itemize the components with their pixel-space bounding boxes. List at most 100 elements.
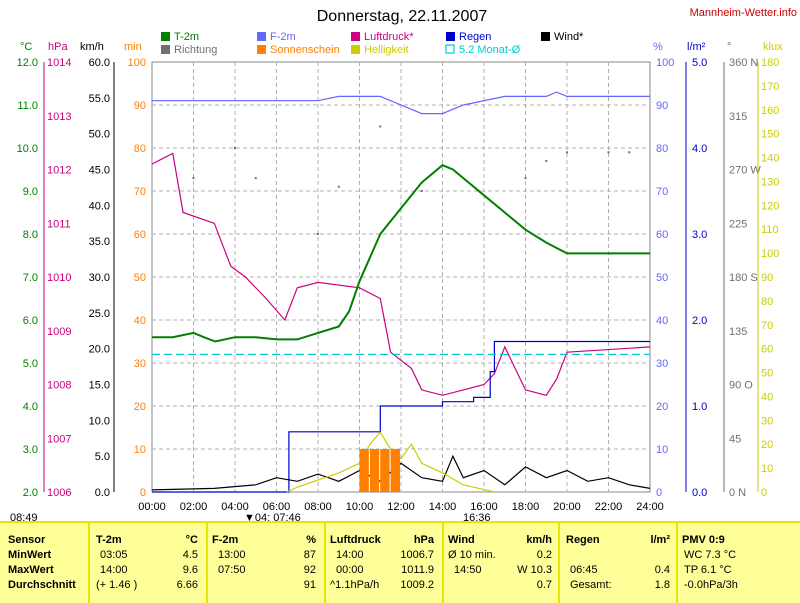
summary-table: Sensor MinWert MaxWert Durchschnitt T-2m…: [0, 521, 800, 603]
legend-label-wind: Wind*: [554, 31, 584, 43]
y-tick-temp: 2.0: [23, 487, 38, 499]
y-tick-rain: 4.0: [692, 143, 707, 155]
legend-label-pressure: Luftdruck*: [364, 31, 414, 43]
summary-cell: (+ 1.46 ): [96, 579, 138, 591]
legend-swatch: [257, 32, 266, 41]
y-tick-wind: 35.0: [89, 236, 110, 248]
y-tick-direction: 45: [729, 433, 741, 445]
summary-label-avg: Durchschnitt: [8, 579, 76, 591]
legend-swatch: [541, 32, 550, 41]
x-tick-time: 22:00: [595, 501, 623, 513]
summary-cell: Gesamt:: [570, 579, 612, 591]
x-tick-time: 06:00: [263, 501, 291, 513]
y-tick-direction: 360 N: [729, 57, 758, 69]
unit-pressure: hPa: [48, 41, 68, 53]
y-tick-humidity: 90: [656, 100, 668, 112]
y-tick-bright: 160: [761, 105, 779, 117]
legend-label-humidity: F-2m: [270, 31, 296, 43]
y-tick-bright: 40: [761, 391, 773, 403]
y-tick-humidity: 60: [656, 229, 668, 241]
y-tick-wind: 20.0: [89, 344, 110, 356]
richtung-point: [379, 125, 382, 128]
y-tick-bright: 60: [761, 344, 773, 356]
unit-direction: °: [727, 41, 731, 53]
richtung-point: [566, 151, 568, 154]
y-tick-wind: 5.0: [95, 451, 110, 463]
summary-col-humidity: F-2m% 13:00 87 07:50 92 91: [206, 523, 326, 603]
y-tick-humidity: 80: [656, 143, 668, 155]
legend-swatch: [161, 45, 170, 54]
weather-chart: Donnerstag, 22.11.2007 Mannheim-Wetter.i…: [10, 7, 797, 521]
sunrise-marker: 08:49: [10, 512, 38, 521]
y-tick-pressure: 1006: [47, 487, 71, 499]
y-tick-wind: 60.0: [89, 57, 110, 69]
unit-wind: km/h: [80, 41, 104, 53]
legend-label-richtung: Richtung: [174, 44, 217, 56]
y-tick-wind: 55.0: [89, 93, 110, 105]
y-tick-minute: 50: [134, 272, 146, 284]
richtung-point: [628, 151, 631, 154]
y-tick-minute: 30: [134, 358, 146, 370]
series: [151, 91, 651, 493]
y-tick-temp: 11.0: [17, 100, 38, 112]
y-tick-minute: 60: [134, 229, 146, 241]
bar-sonnenschein: [359, 449, 369, 492]
summary-cell: 1009.2: [400, 579, 434, 591]
legend-swatch: [351, 32, 360, 41]
summary-header-rain-unit: l/m²: [650, 534, 670, 546]
y-tick-bright: 50: [761, 368, 773, 380]
x-tick-time: 12:00: [387, 501, 415, 513]
summary-cell: 4.5: [182, 549, 198, 561]
summary-col-pressure: Luftdruck hPa 14:00 1006.7 00:00 1011.9 ^1.…: [324, 523, 444, 603]
summary-header-hum-unit: %: [306, 534, 316, 546]
dawn-marker: ▼04: 07:46: [244, 512, 301, 521]
summary-col-temp: T-2m °C 03:05 4.5 14:00 9.6 (+ 1.46 ) 6.66: [88, 523, 208, 603]
y-tick-bright: 110: [761, 224, 779, 236]
x-tick-time: 08:00: [304, 501, 332, 513]
summary-cell: 14:00: [100, 564, 128, 576]
unit-bright: klux: [763, 41, 783, 53]
y-tick-wind: 45.0: [89, 165, 110, 177]
summary-cell: ^1.1hPa/h: [330, 579, 380, 591]
summary-header-sensor: Sensor: [8, 534, 46, 546]
y-tick-bright: 20: [761, 439, 773, 451]
summary-cell: 00:00: [336, 564, 364, 576]
y-tick-bright: 70: [761, 320, 773, 332]
x-tick-time: 18:00: [512, 501, 540, 513]
static-layer: Donnerstag, 22.11.2007 Mannheim-Wetter.i…: [10, 7, 797, 521]
x-tick-time: 16:00: [470, 501, 498, 513]
y-tick-wind: 30.0: [89, 272, 110, 284]
y-tick-bright: 0: [761, 487, 767, 499]
y-tick-pressure: 1010: [47, 272, 71, 284]
y-tick-pressure: 1008: [47, 380, 71, 392]
richtung-point: [420, 190, 423, 192]
y-tick-minute: 90: [134, 100, 146, 112]
summary-cell: 9.6: [182, 564, 198, 576]
legend-swatch: [446, 32, 455, 41]
richtung-point: [607, 151, 610, 154]
series-line-f-2m: [152, 91, 650, 115]
summary-cell: 03:05: [100, 549, 128, 561]
y-tick-humidity: 50: [656, 272, 668, 284]
y-tick-wind: 10.0: [89, 415, 110, 427]
unit-humidity: %: [653, 41, 663, 53]
summary-cell: 6.66: [176, 579, 198, 591]
y-tick-bright: 100: [761, 248, 779, 260]
summary-header-pmv: PMV 0:9: [682, 534, 725, 546]
richtung-point: [524, 177, 527, 180]
chart-title: Donnerstag, 22.11.2007: [317, 8, 488, 25]
y-tick-wind: 0.0: [95, 487, 110, 499]
y-tick-humidity: 10: [656, 444, 668, 456]
series-line-luftdruck-: [151, 152, 651, 396]
site-name[interactable]: Mannheim-Wetter.info: [690, 7, 797, 19]
y-tick-temp: 10.0: [17, 143, 38, 155]
legend: T-2m F-2m Luftdruck* Regen Wind* Richtung Sonn…: [161, 31, 584, 56]
y-tick-pressure: 1011: [47, 218, 71, 230]
richtung-point: [545, 159, 548, 162]
y-tick-bright: 140: [761, 153, 779, 165]
summary-cell: 06:45: [570, 564, 598, 576]
y-tick-direction: 0 N: [729, 487, 746, 499]
richtung-point: [234, 147, 236, 149]
summary-header-wind-unit: km/h: [526, 534, 552, 546]
summary-header-press-unit: hPa: [413, 534, 434, 546]
